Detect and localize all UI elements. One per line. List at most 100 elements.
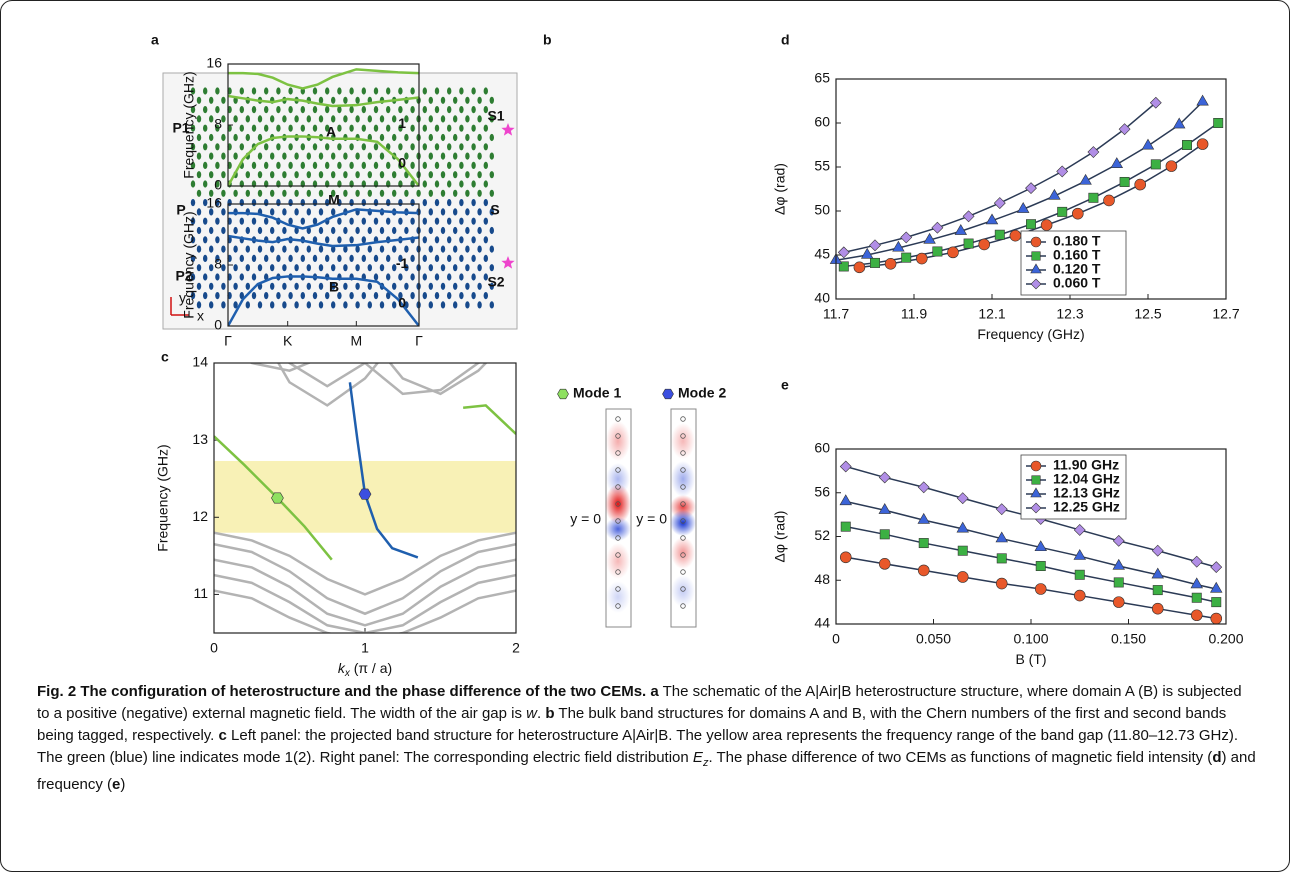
rod [294, 301, 299, 309]
rod [379, 301, 385, 309]
rod [190, 180, 196, 188]
rod [245, 171, 250, 179]
rod [221, 282, 226, 290]
rod [318, 96, 324, 104]
rod [379, 171, 385, 179]
rod [489, 245, 494, 253]
x-axis-label-sub: x [344, 668, 351, 679]
rod [343, 226, 348, 235]
axis-label: x [197, 308, 204, 324]
plot-area [228, 68, 419, 186]
rod [471, 217, 476, 225]
series-line [214, 573, 516, 633]
panel-letter: c [161, 349, 169, 365]
panel-letter: d [781, 32, 790, 48]
rod [453, 152, 458, 160]
schematic-label: S2 [487, 274, 504, 290]
rod [325, 254, 330, 262]
rod [190, 254, 196, 262]
rod [264, 292, 269, 300]
marker [879, 529, 890, 540]
rod [373, 87, 379, 95]
rod [318, 245, 324, 253]
rod [270, 245, 275, 253]
rod [245, 226, 250, 235]
series-line [228, 94, 419, 108]
marker [1030, 460, 1042, 472]
rod [190, 161, 196, 169]
rod [270, 282, 275, 290]
marker [1110, 157, 1124, 168]
x-axis-label-part: (π / a) [350, 660, 392, 676]
rod [318, 152, 324, 160]
rod [483, 106, 488, 114]
marker [1009, 229, 1022, 242]
marker [985, 213, 999, 225]
rod [257, 264, 263, 272]
rod [453, 226, 458, 235]
rod [453, 301, 458, 309]
rod [209, 96, 214, 104]
rod [489, 152, 494, 160]
rod [349, 199, 354, 207]
rod [447, 143, 452, 151]
rod [312, 106, 318, 114]
rod [209, 189, 214, 197]
rod [447, 161, 452, 169]
marker [915, 252, 928, 265]
rod [270, 115, 275, 123]
marker [918, 538, 929, 549]
rod [270, 171, 275, 179]
rod [251, 199, 257, 207]
rod [294, 245, 299, 253]
rod [355, 282, 360, 290]
rod [221, 264, 226, 272]
marker [839, 551, 852, 564]
rod [251, 106, 257, 114]
rod [477, 245, 482, 253]
rod [434, 124, 440, 132]
marker [1034, 540, 1047, 552]
rod [428, 115, 433, 123]
rod [282, 171, 287, 179]
rod [422, 143, 427, 151]
rod [483, 217, 488, 225]
marker [993, 197, 1006, 210]
rod [489, 171, 494, 179]
rod [489, 301, 494, 309]
series-line [228, 234, 419, 248]
rod [282, 226, 287, 235]
rod [196, 226, 202, 235]
plot-frame [227, 203, 420, 327]
rod [288, 217, 293, 225]
y-tick-label: 50 [814, 202, 830, 218]
rod [447, 217, 452, 225]
rod [428, 171, 433, 179]
source-star [501, 123, 515, 136]
marker [1026, 219, 1036, 230]
rod [349, 217, 354, 225]
rod [349, 106, 354, 114]
lattice-hole [615, 552, 621, 558]
caption-text: ) and frequency ( [37, 749, 1256, 793]
rod [300, 124, 305, 132]
rod [288, 254, 293, 262]
rod [251, 292, 257, 300]
y-tick-label: 0 [214, 177, 222, 193]
rod [367, 301, 372, 309]
rod [373, 199, 379, 207]
rod [245, 301, 250, 309]
rod [331, 189, 336, 197]
rod [239, 292, 244, 300]
rod [373, 273, 379, 281]
caption-text: d [1212, 749, 1222, 766]
caption-text: e [112, 776, 121, 793]
marker [954, 224, 968, 235]
rod [404, 264, 409, 272]
rod [471, 161, 476, 169]
marker [923, 232, 936, 244]
rod [434, 106, 440, 114]
rod [306, 245, 311, 253]
rod [257, 115, 263, 123]
rod [361, 161, 366, 169]
